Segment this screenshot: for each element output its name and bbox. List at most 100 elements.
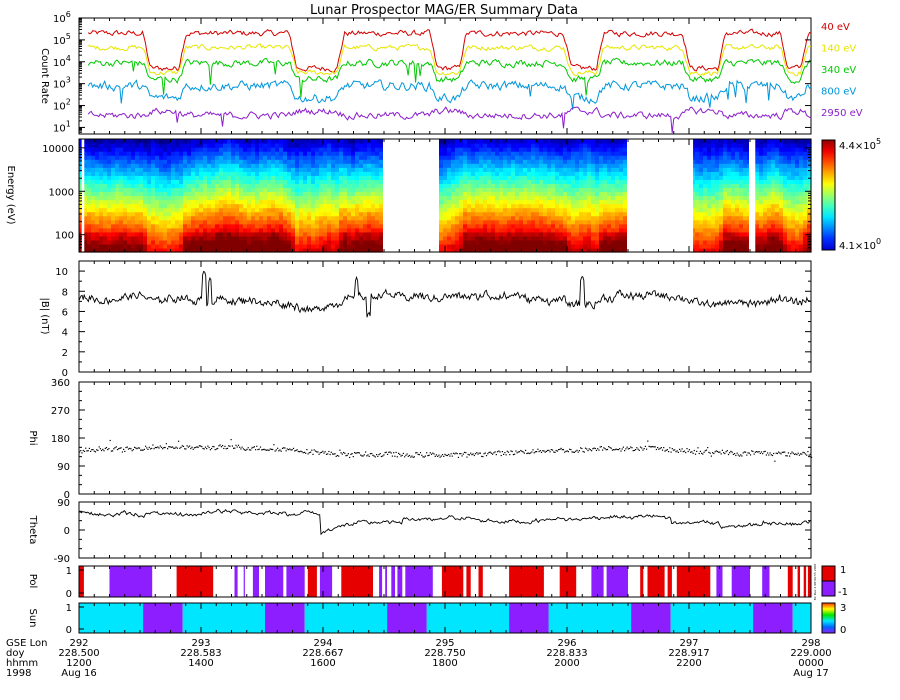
spectrogram-cell [743,167,748,172]
spectrogram-cell [715,247,720,253]
phi-point [247,447,249,449]
spectrogram-cell [195,195,200,201]
spectrogram-cell [195,243,200,249]
spectrogram-cell [119,143,124,148]
phi-point [110,450,112,452]
spectrogram-cell [231,151,236,156]
spectrogram-cell [83,215,88,221]
spectrogram-cell [103,167,108,172]
phi-point [198,445,200,447]
spectrogram-cell [255,167,260,172]
spectrogram-cell [95,203,100,209]
spectrogram-cell [239,175,244,180]
spectrogram-cell [155,247,160,253]
spectrogram-cell [331,195,336,201]
spectrogram-cell [587,139,592,144]
spectrogram-cell [531,195,536,201]
spectrogram-cell [723,219,728,225]
spectrogram-cell [771,195,776,201]
spectrogram-cell [459,219,464,225]
phi-point [317,451,319,453]
spectrogram-cell [95,207,100,213]
spectrogram-cell [555,227,560,233]
spectrogram-cell [307,231,312,237]
spectrogram-cell [511,203,516,209]
spectrogram-cell [807,183,812,189]
spectrogram-cell [363,171,368,176]
spectrogram-cell [467,223,472,229]
spectrogram-cell [583,247,588,253]
phi-point [354,452,356,454]
spectrogram-cell [703,139,708,144]
spectrogram-cell [143,159,148,164]
spectrogram-cell [527,171,532,176]
spectrogram-cell [779,219,784,225]
spectrogram-cell [211,183,216,189]
spectrogram-cell [539,219,544,225]
spectrogram-cell [147,187,152,193]
spectrogram-cell [215,151,220,156]
spectrogram-cell [227,227,232,233]
spectrogram-cell [95,179,100,184]
spectrogram-cell [255,151,260,156]
spectrogram-cell [135,175,140,180]
spectrogram-cell [195,207,200,213]
spectrogram-cell [591,207,596,213]
spectrogram-cell [367,203,372,209]
spectrogram-cell [215,171,220,176]
spectrogram-cell [775,167,780,172]
spectrogram-cell [559,239,564,245]
spectrogram-cell [619,231,624,237]
spectrogram-cell [363,143,368,148]
spectrogram-cell [495,175,500,180]
spectrogram-cell [307,199,312,205]
spectrogram-cell [511,219,516,225]
spectrogram-cell [451,175,456,180]
phi-point [152,444,154,446]
spectrogram-cell [803,139,808,144]
spectrogram-cell [323,247,328,253]
spectrogram-cell [87,203,92,209]
spectrogram-cell [531,171,536,176]
phi-point [193,447,196,449]
spectrogram-cell [787,163,792,168]
spectrogram-cell [583,167,588,172]
spectrogram-cell [491,183,496,189]
spectrogram-cell [495,239,500,245]
spectrogram-cell [603,195,608,201]
spectrogram-cell [379,235,384,241]
spectrogram-cell [219,175,224,180]
spectrogram-cell [267,195,272,201]
spectrogram-cell [291,167,296,172]
spectrogram-cell [163,243,168,249]
phi-point [116,449,119,451]
spectrogram-cell [799,211,804,217]
spectrogram-cell [247,163,252,168]
spectrogram-cell [355,223,360,229]
spectrogram-cell [211,195,216,201]
phi-point [350,453,352,455]
spectrogram-cell [611,199,616,205]
spectrogram-cell [735,227,740,233]
spectrogram-cell [279,219,284,225]
spectrogram-cell [167,159,172,164]
spectrogram-cell [219,151,224,156]
spectrogram-cell [91,167,96,172]
spectrogram-cell [487,239,492,245]
spectrogram-cell [251,215,256,221]
spectrogram-cell [587,239,592,245]
spectrogram-cell [619,243,624,249]
spectrogram-cell [511,199,516,205]
spectrogram-cell [327,215,332,221]
spectrogram-cell [223,239,228,245]
spectrogram-cell [731,171,736,176]
spectrogram-cell [711,143,716,148]
spectrogram-cell [719,167,724,172]
spectrogram-cell [119,199,124,205]
spectrogram-cell [575,247,580,253]
spectrogram-cell [107,175,112,180]
spectrogram-cell [323,191,328,197]
spectrogram-cell [95,175,100,180]
spectrogram-cell [139,151,144,156]
spectrogram-cell [763,171,768,176]
